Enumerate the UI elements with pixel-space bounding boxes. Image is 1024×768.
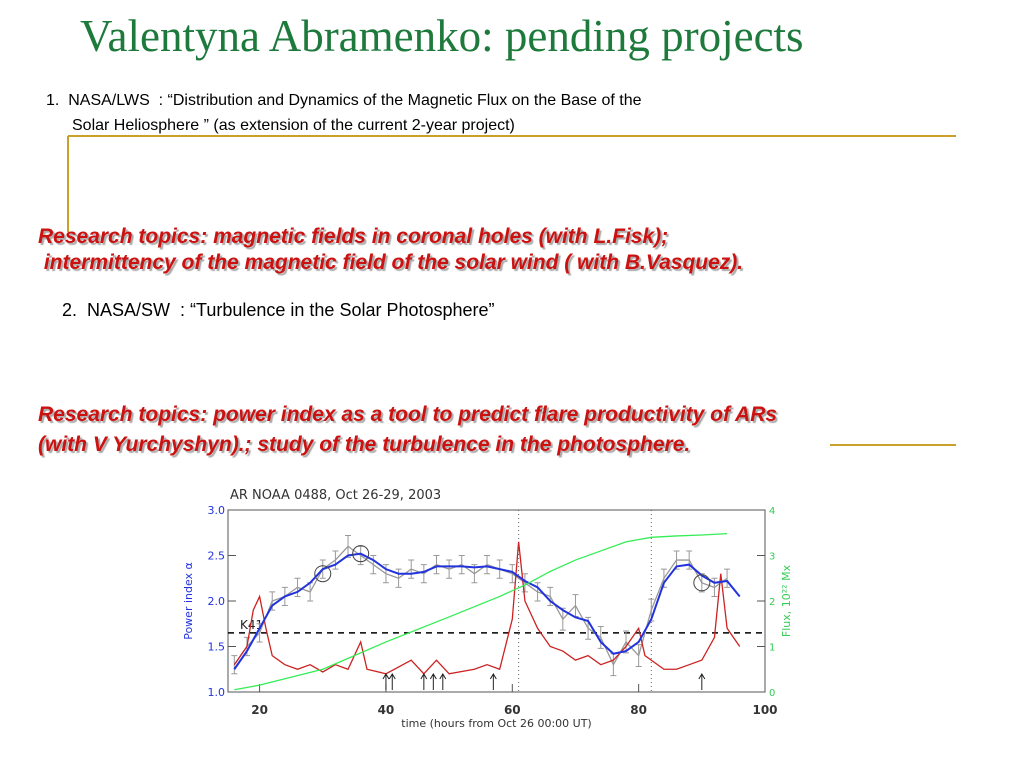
reference-label: K41	[240, 618, 263, 632]
flare-arrow	[489, 673, 497, 690]
error-bar	[623, 630, 630, 654]
x-tick-label: 100	[752, 703, 777, 717]
x-tick-label: 40	[378, 703, 395, 717]
series-line	[233, 541, 741, 675]
error-bar	[433, 555, 440, 575]
item-text: 2. NASA/SW : “Turbulence in the Solar Ph…	[62, 300, 495, 320]
circled-point	[352, 545, 370, 563]
circled-point	[314, 565, 332, 583]
error-bar	[395, 568, 402, 588]
flare-arrow	[698, 673, 706, 690]
error-bar	[408, 559, 415, 579]
y-tick-label: 1.5	[208, 641, 226, 654]
error-bar	[572, 594, 579, 617]
y-axis-label: Power index α	[182, 562, 195, 640]
research-text: intermittency of the magnetic field of t…	[38, 251, 744, 274]
error-bar	[458, 555, 465, 575]
item-text: 1. NASA/LWS : “Distribution and Dynamics…	[46, 92, 642, 109]
x-tick-label: 80	[630, 703, 647, 717]
error-bar	[597, 625, 604, 649]
error-bar	[509, 564, 516, 584]
error-bar	[332, 550, 339, 570]
error-bar	[711, 577, 718, 597]
error-bar	[724, 568, 731, 588]
item-text: Solar Heliosphere ” (as extension of the…	[72, 117, 515, 134]
error-bar	[686, 550, 693, 570]
flare-arrow	[439, 673, 447, 690]
error-bar	[370, 555, 377, 575]
error-bar	[521, 573, 528, 593]
y2-tick-label: 1	[769, 643, 775, 654]
circled-point	[693, 574, 711, 592]
series-line	[233, 545, 728, 667]
error-bar	[547, 586, 554, 607]
y-tick-label: 1.0	[208, 686, 226, 699]
x-axis-label: time (hours from Oct 26 00:00 UT)	[401, 717, 591, 730]
flare-arrow	[382, 673, 390, 690]
y2-tick-label: 4	[769, 506, 775, 517]
y2-axis-label: Flux, 10²² Mx	[780, 564, 793, 637]
error-bar	[446, 559, 453, 579]
error-bar	[534, 582, 541, 602]
y2-tick-label: 3	[769, 552, 775, 563]
flare-arrow	[388, 673, 396, 690]
research-text: (with V Yurchyshyn).; study of the turbu…	[38, 433, 691, 456]
x-tick-label: 60	[504, 703, 521, 717]
error-bar	[294, 577, 301, 597]
error-bar	[420, 564, 427, 584]
chart-title: AR NOAA 0488, Oct 26-29, 2003	[230, 488, 441, 503]
research-text: Research topics: magnetic fields in coro…	[38, 225, 669, 248]
research-text: Research topics: power index as a tool t…	[38, 403, 778, 426]
flare-arrow	[420, 673, 428, 690]
error-bar	[484, 555, 491, 575]
y2-tick-label: 2	[769, 597, 775, 608]
x-tick-label: 20	[251, 703, 268, 717]
error-bar	[382, 564, 389, 584]
series-line	[233, 552, 741, 670]
y-tick-label: 3.0	[208, 504, 226, 517]
series-line	[234, 533, 728, 691]
error-bar	[635, 644, 642, 668]
y2-tick-label: 0	[769, 688, 775, 699]
y-tick-label: 2.0	[208, 595, 226, 608]
y-tick-label: 2.5	[208, 550, 226, 563]
error-bar	[345, 534, 352, 558]
flare-arrow	[429, 673, 437, 690]
slide-title: Valentyna Abramenko: pending projects	[80, 11, 804, 61]
